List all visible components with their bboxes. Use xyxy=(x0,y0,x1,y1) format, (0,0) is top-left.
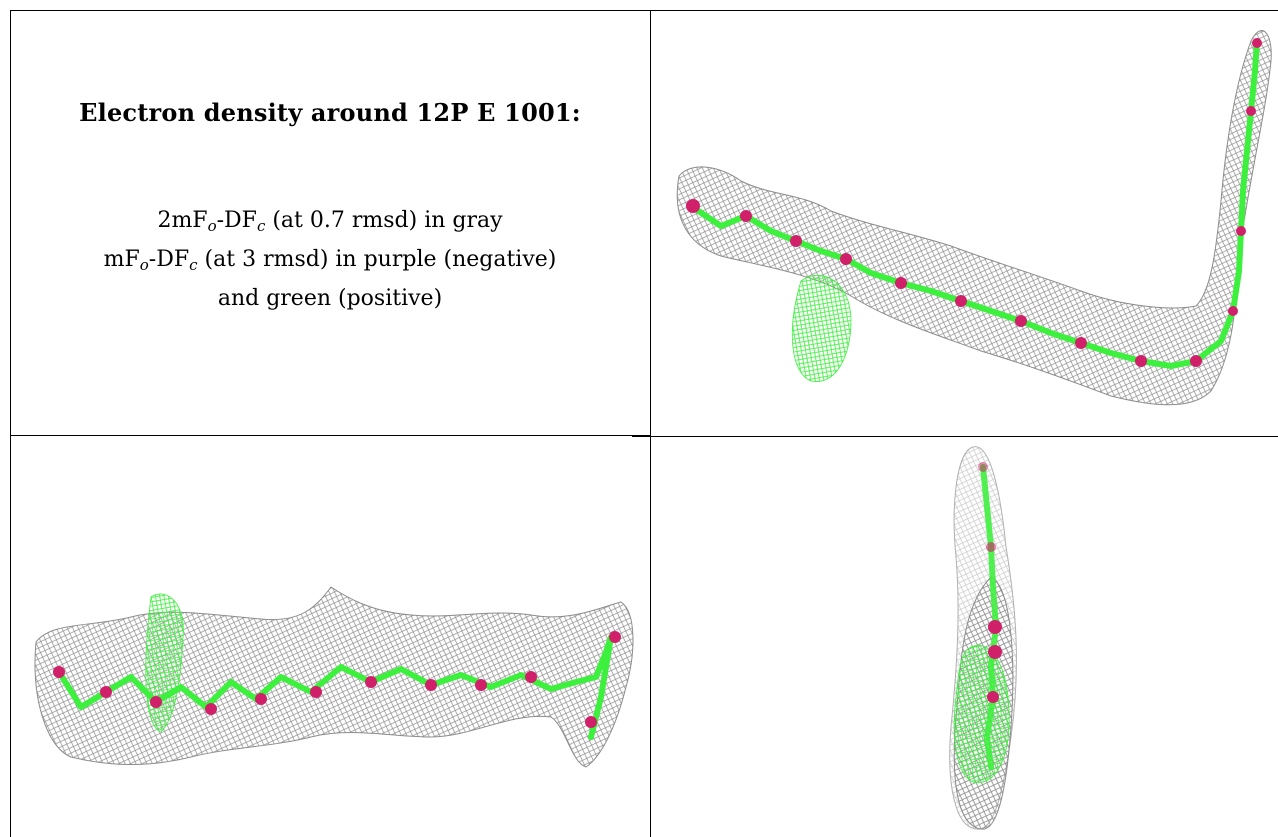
caption-cell: Electron density around 12P E 1001: 2mFo… xyxy=(12,12,648,434)
view-bottom-right xyxy=(651,437,1278,837)
density-map-image xyxy=(34,586,634,768)
map-2fo-prefix: 2mF xyxy=(157,208,208,233)
negative-atoms xyxy=(53,631,621,728)
caption-line-fo-cont: and green (positive) xyxy=(217,286,443,311)
table-left-rule xyxy=(10,10,11,837)
table-middle-rule-right xyxy=(650,436,1278,437)
density-map-image xyxy=(949,446,1017,830)
caption-line-fo: mFo-DFc (at 3 rmsd) in purple (negative) xyxy=(12,243,648,282)
map-fo-mid: -DF xyxy=(148,247,190,272)
table-middle-rule-left xyxy=(10,435,650,436)
table-top-rule xyxy=(10,10,1278,11)
map-fo-prefix: mF xyxy=(103,247,140,272)
map-2fo-sub-c: c xyxy=(256,217,266,235)
map-fo-sub-o: o xyxy=(139,256,149,274)
table-center-rule xyxy=(650,10,651,837)
map-fo-suffix: (at 3 rmsd) in purple (negative) xyxy=(197,247,557,272)
caption-body: 2mFo-DFc (at 0.7 rmsd) in gray mFo-DFc (… xyxy=(12,204,648,315)
tick-mark-left xyxy=(632,436,678,437)
map-2fo-sub-o: o xyxy=(207,217,217,235)
caption-line-2fo: 2mFo-DFc (at 0.7 rmsd) in gray xyxy=(12,204,648,243)
map-fo-sub-c: c xyxy=(189,256,198,274)
map-2fo-suffix: (at 0.7 rmsd) in gray xyxy=(265,208,503,233)
map-2fo-mid: -DF xyxy=(216,208,257,233)
caption-title: Electron density around 12P E 1001: xyxy=(79,98,581,127)
negative-atoms xyxy=(686,38,1262,367)
view-bottom-left xyxy=(11,437,649,837)
view-top-right xyxy=(651,11,1278,435)
negative-atoms xyxy=(978,462,1002,703)
density-map-image xyxy=(676,30,1272,406)
